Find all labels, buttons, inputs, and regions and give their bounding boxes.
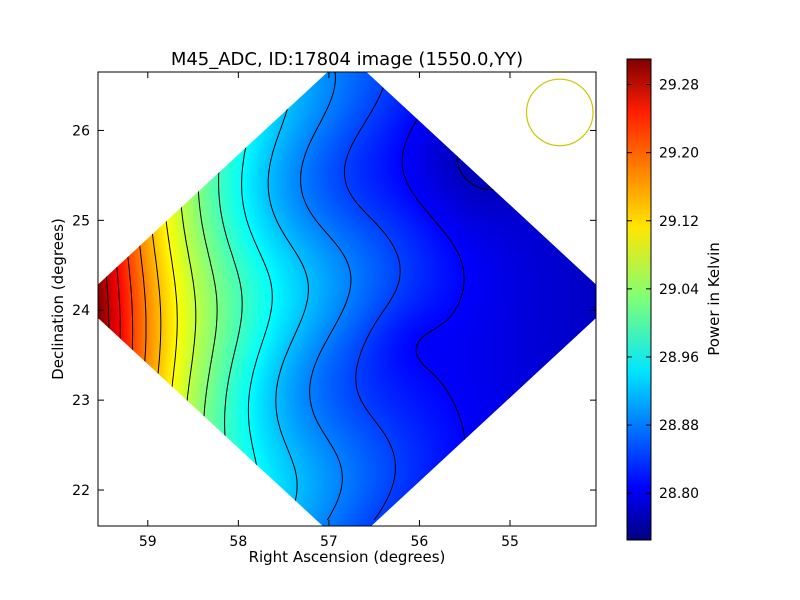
x-axis: 59 58 57 56 55 — [139, 72, 519, 550]
x-tick-label: 57 — [320, 534, 338, 550]
colorbar-gradient — [626, 58, 652, 541]
x-axis-label: Right Ascension (degrees) — [249, 548, 446, 566]
contour-line — [300, 72, 352, 521]
colorbar-tick-label: 29.04 — [659, 282, 699, 298]
y-tick-label: 25 — [72, 213, 90, 229]
colorbar-tick-label: 29.28 — [659, 78, 699, 94]
plot-area — [98, 72, 596, 526]
colorbar-ticks: 28.80 28.88 28.96 29.04 29.12 29.20 29.28 — [627, 78, 699, 502]
y-axis: 22 23 24 25 26 — [72, 123, 596, 499]
x-tick-label: 59 — [139, 534, 157, 550]
x-tick-label: 55 — [501, 534, 519, 550]
colorbar-tick-label: 28.88 — [659, 418, 699, 434]
colorbar-tick-label: 29.20 — [659, 146, 699, 162]
plot-frame — [97, 71, 597, 527]
beam-circle — [525, 78, 594, 147]
x-tick-label: 56 — [411, 534, 429, 550]
y-tick-label: 26 — [72, 123, 90, 139]
colorbar: 28.80 28.88 28.96 29.04 29.12 29.20 29.28 Powe… — [626, 58, 723, 541]
y-tick-label: 23 — [72, 393, 90, 409]
colorbar-tick-label: 28.80 — [659, 486, 699, 502]
colorbar-tick-label: 28.96 — [659, 350, 699, 366]
colorbar-tick-label: 29.12 — [659, 214, 699, 230]
y-tick-label: 24 — [72, 303, 90, 319]
chart-title: M45_ADC, ID:17804 image (1550.0,YY) — [171, 49, 523, 70]
x-tick-label: 58 — [229, 534, 247, 550]
colorbar-label: Power in Kelvin — [705, 242, 723, 356]
y-tick-label: 22 — [72, 483, 90, 499]
y-axis-label: Declination (degrees) — [49, 218, 67, 380]
